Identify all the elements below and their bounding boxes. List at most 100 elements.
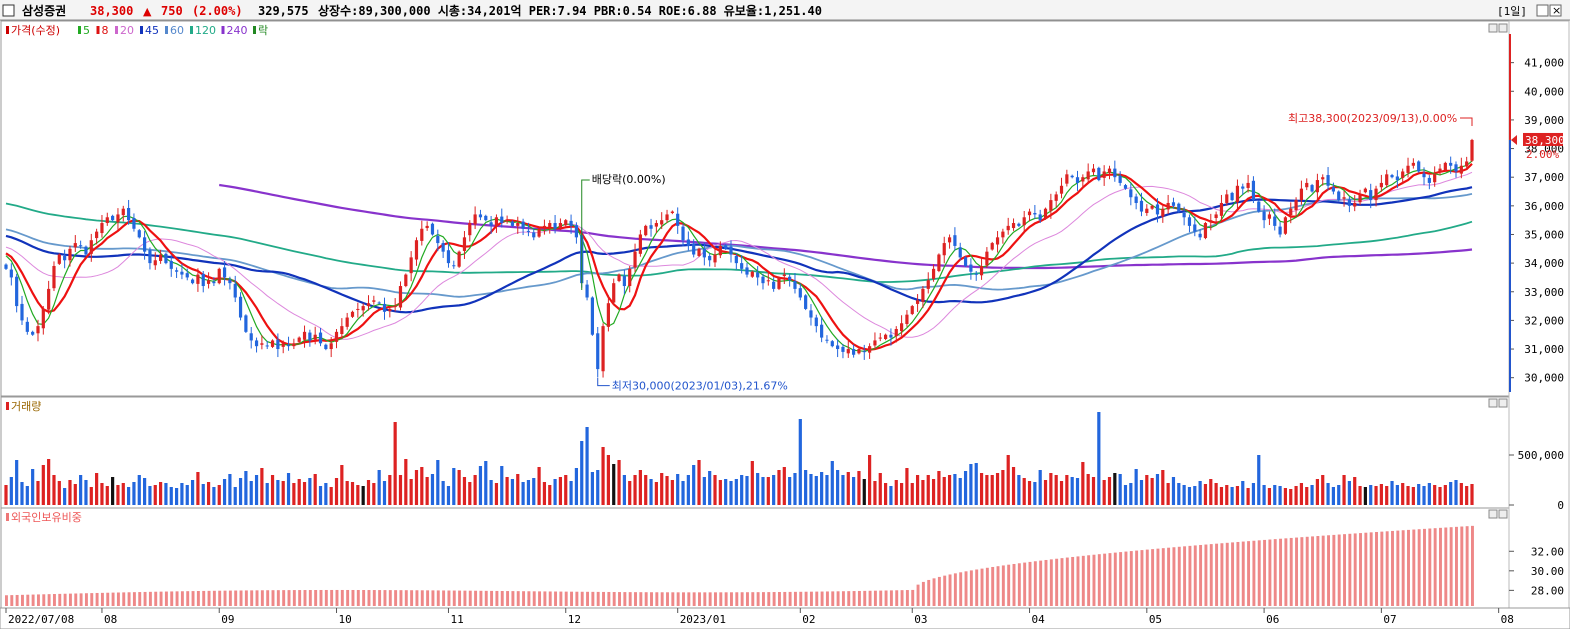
y-tick-label: 39,000 [1524, 114, 1564, 127]
volume-bar [356, 485, 360, 505]
candle-body [633, 251, 637, 268]
foreign-bar [1428, 528, 1432, 606]
volume-bar [542, 482, 547, 505]
foreign-bar [847, 591, 851, 606]
volume-bar [441, 481, 445, 505]
candle-body [836, 345, 840, 350]
volume-bar [574, 468, 579, 505]
foreign-bar [1103, 553, 1107, 606]
foreign-bar [63, 593, 67, 606]
volume-bar [969, 464, 973, 505]
close-icon[interactable]: × [1552, 4, 1561, 17]
candle-body [292, 343, 296, 347]
volume-bar [516, 474, 520, 505]
candle-body [686, 239, 690, 246]
svg-text:최고38,300(2023/09/13),0.00%: 최고38,300(2023/09/13),0.00% [1288, 112, 1457, 125]
foreign-bar [180, 591, 184, 606]
candle-body [756, 272, 760, 278]
volume-bar [505, 477, 509, 505]
foreign-bar [639, 592, 643, 606]
candle-body [462, 237, 467, 251]
volume-bar [254, 475, 259, 505]
candle-body [1187, 217, 1192, 226]
y-tick-label: 41,000 [1524, 57, 1564, 70]
candle-body [366, 303, 371, 307]
foreign-bar [260, 590, 264, 606]
foreign-bar [1455, 526, 1458, 606]
candle-body [105, 217, 109, 224]
volume-bar [873, 481, 877, 505]
header-bar [0, 0, 1570, 20]
foreign-bar [1263, 539, 1267, 606]
price-change-pct: (2.00%) [192, 4, 243, 18]
legend-swatch [165, 26, 168, 34]
volume-bar [1342, 475, 1346, 505]
volume-bar [628, 481, 632, 505]
volume-bar [809, 474, 813, 505]
candle-body [404, 274, 408, 287]
close-button[interactable] [1549, 4, 1562, 17]
candle-body [494, 217, 499, 227]
volume-bar [260, 468, 264, 505]
period-selector[interactable]: [1일] [1497, 4, 1527, 18]
candle-body [174, 270, 179, 272]
volume-bar [702, 477, 706, 505]
candle-body [1145, 208, 1149, 213]
candle-body [804, 295, 808, 309]
volume-bar [937, 471, 941, 505]
candle-body [969, 264, 973, 272]
volume-bar [1417, 484, 1421, 505]
foreign-bar [714, 592, 717, 606]
volume-bar [985, 475, 989, 505]
volume-bar [1070, 477, 1074, 505]
volume-bar [1166, 483, 1170, 505]
volume-bar [63, 488, 67, 505]
foreign-bar [660, 592, 664, 606]
volume-bar [926, 475, 930, 505]
volume-bar [521, 482, 525, 505]
foreign-bar [1359, 533, 1362, 606]
volume-bar [814, 476, 818, 505]
panel-controls[interactable] [1488, 23, 1508, 519]
volume-bar [297, 479, 301, 505]
header-checkbox[interactable] [2, 4, 15, 17]
split-button[interactable] [1536, 4, 1549, 17]
candle-body [340, 326, 344, 335]
foreign-bar [687, 592, 691, 606]
candle-body [1081, 177, 1085, 182]
foreign-bar [1247, 541, 1251, 606]
foreign-bar [1460, 526, 1464, 606]
volume-bar [718, 480, 722, 505]
candle-body [852, 349, 856, 355]
candle-body [9, 269, 13, 278]
candle-body [942, 243, 946, 256]
candle-body [1310, 185, 1314, 192]
candle-body [788, 276, 792, 281]
legend-item: 45 [145, 24, 159, 37]
candle-body [180, 271, 184, 275]
foreign-bar [682, 592, 685, 606]
foreign-bar [783, 591, 787, 606]
candle-body [1134, 196, 1138, 203]
candle-body [1358, 194, 1362, 203]
volume-bar [201, 484, 205, 505]
volume-bar [127, 487, 131, 505]
volume-bar [302, 482, 307, 505]
volume-bar [228, 474, 232, 505]
volume-bar [105, 486, 109, 505]
candle-body [1443, 162, 1447, 171]
foreign-bar [964, 571, 968, 606]
foreign-bar [1204, 544, 1208, 606]
foreign-bar [745, 592, 749, 606]
foreign-bar [10, 595, 14, 606]
volume-bar [558, 477, 563, 505]
volume-bar [649, 479, 653, 505]
volume-bar [910, 483, 914, 505]
foreign-bar [1257, 540, 1261, 606]
foreign-bar [84, 593, 88, 606]
volume-bar [729, 481, 733, 505]
foreign-bar [1220, 543, 1224, 606]
volume-bar [708, 471, 712, 505]
candle-body [548, 223, 552, 228]
volume-bar [1374, 486, 1378, 505]
